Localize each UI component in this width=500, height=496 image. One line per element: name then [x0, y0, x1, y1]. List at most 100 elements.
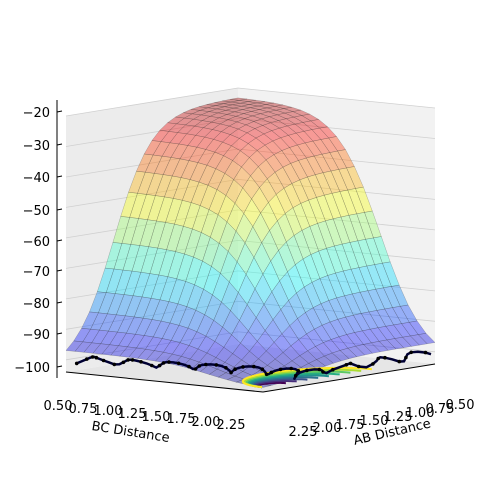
surface-facet [259, 107, 277, 113]
trajectory-point [94, 355, 99, 360]
surface-facet [149, 247, 167, 276]
z-gridline [65, 209, 436, 239]
surface-facet [312, 139, 331, 155]
surface-facet [246, 128, 265, 139]
surface-facet [262, 260, 280, 293]
surface-facet [357, 239, 375, 267]
surface-facet [242, 111, 262, 117]
surface-facet [299, 176, 317, 201]
surface-facet [175, 117, 195, 126]
surface-facet [144, 154, 163, 174]
surface-facet [180, 160, 199, 180]
surface-facet [294, 122, 313, 132]
surface-facet [335, 270, 353, 297]
surface-facet [239, 98, 256, 102]
surface-facet [269, 120, 288, 129]
z-gridline [65, 87, 436, 117]
surface-facet [274, 104, 292, 109]
surface-facet [342, 268, 361, 295]
surface-facet [288, 292, 306, 319]
surface-facet [65, 340, 84, 352]
surface-facet [186, 284, 204, 311]
bc-tick-label: 1.00 [94, 404, 123, 419]
surface-facet [202, 121, 221, 130]
bc-tick-label: 2.25 [217, 418, 246, 433]
z-tick-label: −50 [23, 204, 50, 219]
surface-facet [169, 303, 188, 326]
surface-facet [319, 275, 337, 301]
surface-facet [140, 246, 159, 274]
z-gridline [65, 300, 436, 330]
surface-facet [178, 133, 197, 146]
surface-facet [339, 189, 358, 216]
surface-facet [240, 330, 258, 352]
surface-facet [322, 170, 341, 194]
surface-facet [83, 342, 102, 354]
surface-facet [222, 134, 240, 147]
surface-facet [255, 303, 274, 331]
surface-facet [355, 344, 374, 356]
surface-facet [122, 244, 141, 272]
surface-facet [256, 144, 275, 161]
z-tick-mark [56, 269, 63, 272]
surface-facet [155, 351, 173, 363]
axes-lines [56, 100, 436, 393]
surface-facet [296, 286, 314, 313]
surface-facet [143, 140, 162, 156]
surface-facet [187, 135, 206, 148]
surface-facet [210, 214, 228, 244]
surface-facet [358, 265, 377, 291]
surface-facet [166, 223, 184, 252]
surface-facet [217, 372, 236, 381]
surface-facet [137, 171, 155, 195]
surface-facet [233, 166, 251, 189]
surface-facet [301, 113, 320, 122]
surface-facet [73, 327, 92, 343]
surface-facet [147, 195, 165, 222]
surface-facet [254, 125, 273, 135]
surface-facet [290, 160, 308, 181]
surface-facet [374, 262, 392, 289]
surface-facet [184, 118, 203, 127]
surface-facet [284, 111, 303, 118]
bc-axis-line [65, 371, 264, 393]
surface-facet [132, 272, 151, 298]
trajectory-point [197, 364, 202, 368]
surface-facet [294, 258, 313, 288]
surface-facet [315, 342, 333, 357]
surface-facet [96, 267, 115, 293]
surface-facet [240, 101, 258, 105]
surface-facet [391, 284, 409, 307]
surface-facet [362, 342, 381, 354]
trajectory-point [356, 364, 361, 369]
surface-facet [182, 109, 201, 115]
surface-facet [183, 113, 202, 120]
z-gridline [65, 118, 436, 147]
surface-facet [346, 332, 364, 347]
surface-facet [392, 306, 410, 324]
surface-facet [267, 106, 284, 111]
surface-facet [282, 345, 301, 362]
surface-facet [283, 183, 302, 209]
surface-facet [222, 310, 240, 336]
surface-facet [167, 251, 185, 280]
surface-facet [310, 119, 329, 129]
surface-facet [306, 155, 324, 175]
surface-facet [230, 291, 248, 321]
trajectory-point [305, 368, 309, 373]
surface-facet [336, 295, 354, 318]
surface-facet [274, 166, 293, 189]
surface-facet [267, 109, 286, 116]
surface-facet [247, 137, 266, 151]
surface-facet [205, 319, 223, 342]
surface-facet [348, 213, 366, 242]
z-tick-label: −60 [23, 235, 50, 250]
bc-tick-label: 1.25 [118, 407, 147, 422]
surface-facet [224, 104, 242, 109]
bc-axis-ticks: 0.500.751.001.251.501.752.002.25 [44, 399, 246, 433]
trajectory-path [74, 350, 432, 381]
surface-facet [99, 313, 117, 332]
ab-tick-label: 0.50 [446, 398, 475, 413]
surface-facet [232, 150, 250, 168]
surface-facet [104, 242, 123, 270]
